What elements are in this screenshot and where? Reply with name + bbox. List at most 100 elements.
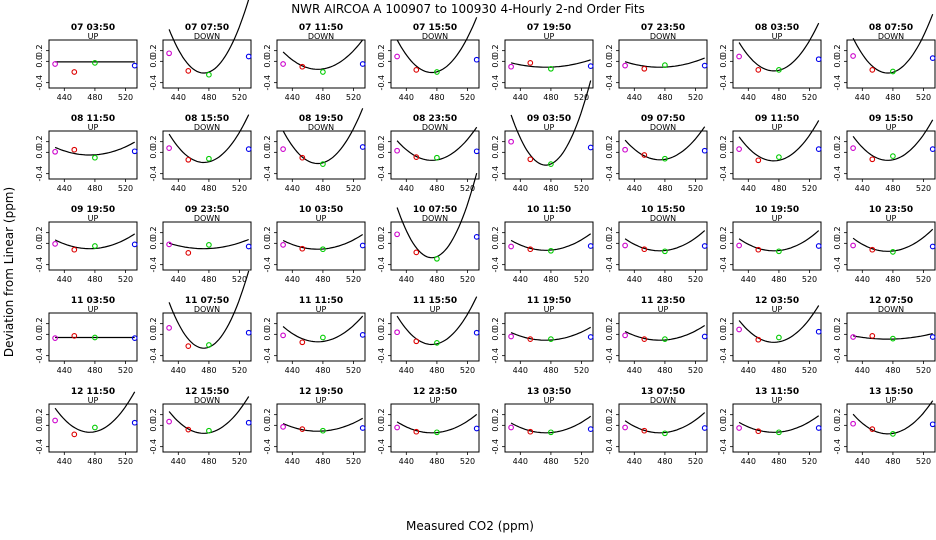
data-point xyxy=(434,154,440,161)
data-point xyxy=(890,68,896,75)
x-tick-label: 480 xyxy=(201,366,216,375)
y-tick-label: -0.4 xyxy=(377,75,386,91)
x-tick-label: 480 xyxy=(543,457,558,466)
panel-direction: DOWN xyxy=(422,32,448,41)
x-tick-label: 480 xyxy=(201,184,216,193)
x-tick-label: 480 xyxy=(429,93,444,102)
data-point xyxy=(434,255,440,262)
y-tick-label: 0.2 xyxy=(491,317,500,330)
panel-title: 11 11:50 xyxy=(299,296,343,306)
panel-frame xyxy=(846,39,936,89)
y-tick-label: 0.0 xyxy=(263,146,272,159)
data-point xyxy=(929,146,936,152)
x-tick-label: 480 xyxy=(429,275,444,284)
x-tick-label: 440 xyxy=(171,93,186,102)
data-point xyxy=(52,148,58,155)
panel-direction: UP xyxy=(88,214,99,223)
data-point xyxy=(527,246,534,253)
x-tick-label: 520 xyxy=(118,93,133,102)
x-tick-label: 520 xyxy=(916,184,931,193)
x-tick-label: 440 xyxy=(399,93,414,102)
x-tick-label: 440 xyxy=(741,93,756,102)
y-tick-label: -0.4 xyxy=(263,348,272,364)
x-tick-label: 440 xyxy=(399,184,414,193)
data-point xyxy=(71,333,78,339)
data-point xyxy=(71,431,78,438)
data-point xyxy=(929,243,936,250)
y-tick-label: -0.4 xyxy=(833,257,842,273)
panel-frame xyxy=(846,221,936,271)
data-point xyxy=(548,65,554,72)
panel-direction: DOWN xyxy=(194,32,220,41)
y-tick-label: 0.2 xyxy=(377,408,386,421)
data-point xyxy=(394,231,400,238)
y-tick-label: 0.2 xyxy=(833,317,842,330)
x-tick-label: 520 xyxy=(802,366,817,375)
y-tick-label: -0.4 xyxy=(833,166,842,182)
panel-frame xyxy=(390,39,480,89)
fit-curve xyxy=(510,80,592,166)
fit-curve xyxy=(510,233,592,251)
y-tick-label: -0.4 xyxy=(377,439,386,455)
x-tick-label: 520 xyxy=(232,93,247,102)
x-tick-label: 520 xyxy=(688,457,703,466)
y-tick-label: 0.2 xyxy=(35,135,44,148)
fit-curve xyxy=(168,238,249,250)
y-tick-label: 0.2 xyxy=(605,317,614,330)
panel-title: 08 07:50 xyxy=(869,23,913,33)
fit-curve xyxy=(624,324,706,341)
panel-title: 11 23:50 xyxy=(641,296,685,306)
panel-title: 07 19:50 xyxy=(527,23,571,33)
fit-curve xyxy=(282,233,364,250)
data-point xyxy=(755,246,762,253)
data-point xyxy=(662,248,668,255)
panel-title: 08 19:50 xyxy=(299,114,343,124)
y-tick-label: 0.2 xyxy=(263,44,272,57)
data-point xyxy=(736,53,742,60)
y-tick-label: 0.0 xyxy=(35,328,44,341)
y-tick-label: 0.0 xyxy=(377,237,386,250)
data-point xyxy=(622,146,628,153)
x-tick-label: 520 xyxy=(460,457,475,466)
data-point xyxy=(71,69,78,75)
data-point xyxy=(527,156,534,163)
y-tick-label: 0.0 xyxy=(35,237,44,250)
data-point xyxy=(776,429,782,436)
data-point xyxy=(92,60,98,66)
x-tick-label: 480 xyxy=(87,457,102,466)
panel-title: 09 07:50 xyxy=(641,114,685,124)
y-tick-label: 0.0 xyxy=(491,419,500,432)
y-tick-label: 0.0 xyxy=(263,237,272,250)
data-point xyxy=(815,243,822,249)
data-point xyxy=(413,67,420,73)
panel-frame xyxy=(732,130,822,180)
panel-frame xyxy=(390,221,480,271)
data-point xyxy=(473,234,480,240)
panel-direction: UP xyxy=(88,396,99,405)
x-tick-label: 480 xyxy=(885,184,900,193)
x-tick-label: 440 xyxy=(57,184,72,193)
x-tick-label: 440 xyxy=(513,457,528,466)
data-point xyxy=(434,69,440,75)
x-tick-label: 480 xyxy=(657,93,672,102)
x-tick-label: 520 xyxy=(574,275,589,284)
y-tick-label: 0.2 xyxy=(491,44,500,57)
x-tick-label: 440 xyxy=(627,93,642,102)
x-tick-label: 480 xyxy=(429,457,444,466)
y-tick-label: -0.4 xyxy=(605,348,614,364)
x-tick-label: 440 xyxy=(855,93,870,102)
x-tick-label: 440 xyxy=(285,366,300,375)
fit-curve xyxy=(738,415,820,433)
x-tick-label: 440 xyxy=(855,366,870,375)
panel-title: 12 03:50 xyxy=(755,296,799,306)
x-tick-label: 440 xyxy=(399,366,414,375)
y-tick-label: -0.4 xyxy=(149,348,158,364)
